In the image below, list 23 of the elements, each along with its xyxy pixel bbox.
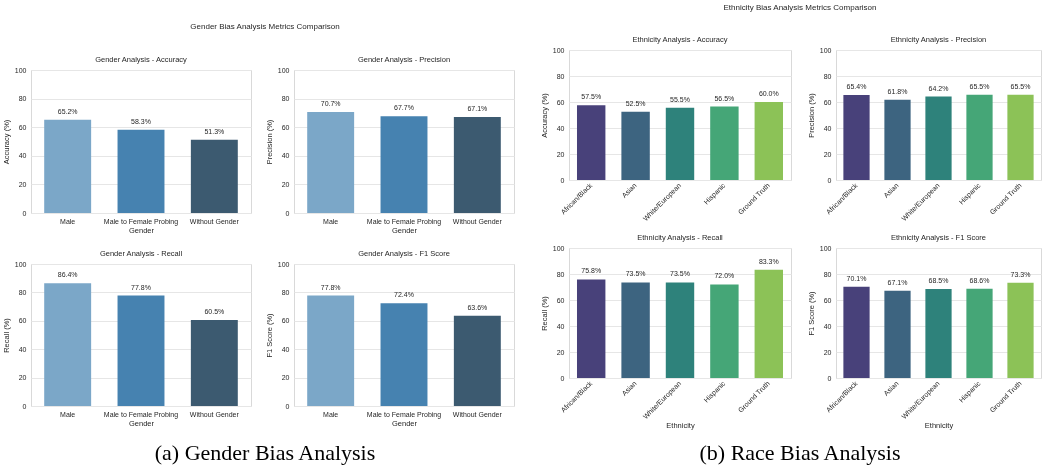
bar — [665, 282, 695, 378]
bar — [453, 315, 501, 406]
bar — [1007, 282, 1034, 378]
bar — [380, 303, 428, 406]
bar — [843, 286, 870, 378]
bar — [307, 295, 355, 406]
bar — [190, 320, 238, 406]
bar — [44, 119, 92, 213]
bar — [966, 288, 993, 378]
bar — [621, 282, 650, 378]
bar — [44, 283, 92, 406]
text: Ethnicity Bias Analysis Metrics Comparison — [723, 3, 877, 12]
bar — [117, 129, 165, 213]
text: Gender Bias Analysis Metrics Comparison — [190, 22, 340, 31]
bar — [576, 279, 606, 378]
bar — [190, 139, 238, 213]
text: (b) Race Bias Analysis — [699, 440, 901, 466]
bar — [754, 269, 784, 378]
bar — [710, 284, 739, 378]
bar — [925, 288, 952, 378]
bar — [884, 290, 911, 378]
bar — [117, 295, 165, 406]
text: (a) Gender Bias Analysis — [154, 440, 376, 466]
